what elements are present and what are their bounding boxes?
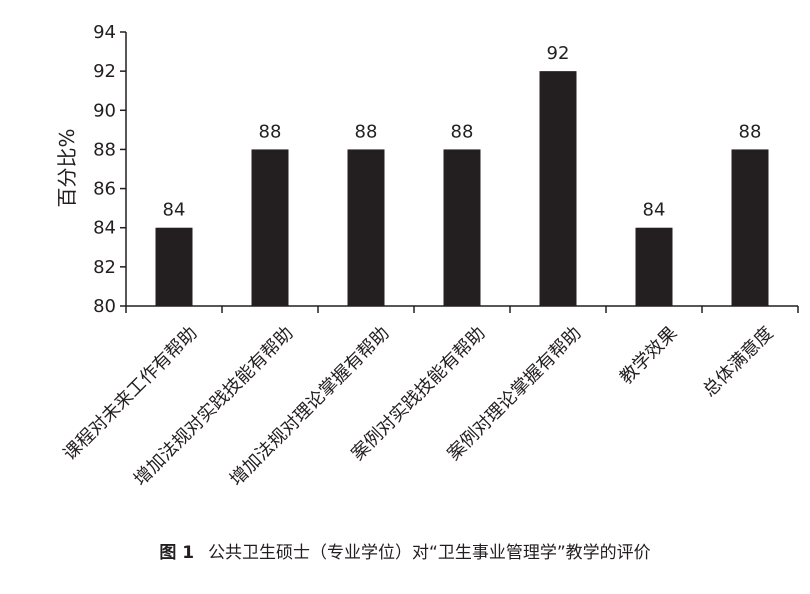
bar-value-label: 88	[355, 121, 378, 142]
x-tick-label: 教学效果	[616, 323, 682, 389]
y-tick-label: 84	[93, 218, 116, 239]
bar	[155, 227, 193, 306]
x-ticks: 课程对未来工作有帮助增加法规对实践技能有帮助增加法规对理论掌握有帮助案例对实践技…	[59, 306, 799, 491]
y-tick-label: 92	[93, 61, 116, 82]
bar-value-label: 88	[739, 121, 762, 142]
bar	[731, 149, 769, 306]
y-tick-label: 90	[93, 100, 116, 121]
y-axis-label: 百分比%	[55, 128, 79, 207]
bar	[539, 71, 577, 307]
y-axis: 80 82 84 86 88 90 92 94	[93, 22, 127, 317]
figure-caption-text: 公共卫生硕士（专业学位）对“卫生事业管理学”教学的评价	[208, 543, 651, 563]
bar-value-label: 88	[259, 121, 282, 142]
y-tick-label: 94	[93, 22, 116, 43]
bar	[635, 227, 673, 306]
y-tick-label: 82	[93, 257, 116, 278]
bar-chart: 80 82 84 86 88 90 92 94 课程对未来工作有帮助增加法规对实践技能有帮助增…	[55, 22, 799, 491]
bar-value-label: 92	[547, 43, 570, 64]
bars	[155, 71, 769, 307]
bar	[443, 149, 481, 306]
bar	[347, 149, 385, 306]
bar-value-label: 84	[163, 200, 186, 221]
bar-value-label: 84	[643, 200, 666, 221]
x-tick-label: 增加法规对实践技能有帮助	[130, 323, 298, 491]
y-tick-label: 86	[93, 179, 116, 200]
figure-caption: 图 1 公共卫生硕士（专业学位）对“卫生事业管理学”教学的评价	[0, 538, 810, 563]
figure-label: 图 1	[159, 543, 195, 563]
y-tick-label: 88	[93, 139, 116, 160]
y-tick-label: 80	[93, 296, 116, 317]
x-axis: 课程对未来工作有帮助增加法规对实践技能有帮助增加法规对理论掌握有帮助案例对实践技…	[59, 305, 799, 491]
x-tick-label: 增加法规对理论掌握有帮助	[226, 323, 394, 491]
data-labels: 84 88 88 88 92 84 88	[163, 43, 762, 221]
bar	[251, 149, 289, 306]
x-tick-label: 总体满意度	[699, 323, 777, 401]
bar-value-label: 88	[451, 121, 474, 142]
y-ticks: 80 82 84 86 88 90 92 94	[93, 22, 126, 317]
